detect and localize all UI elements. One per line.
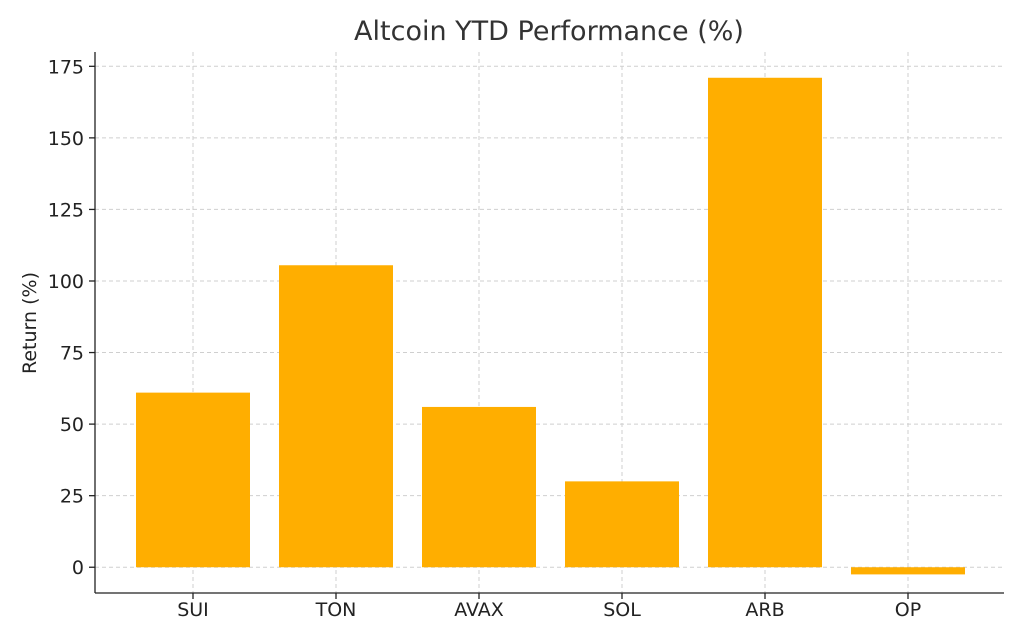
y-tick-label: 175 — [48, 56, 84, 78]
bar-arb — [708, 77, 822, 568]
tick-labels: 0 25 50 75 100 125 150 175 SUI TON AVAX SOL ARB OP — [48, 56, 921, 621]
bar-avax — [422, 406, 536, 568]
y-tick-label: 125 — [48, 199, 84, 221]
y-tick-label: 25 — [60, 486, 84, 508]
y-tick-label: 100 — [48, 271, 84, 293]
x-tick-label: AVAX — [454, 599, 504, 621]
bar-sol — [565, 481, 679, 568]
y-tick-label: 0 — [72, 557, 84, 579]
y-tick-label: 50 — [60, 414, 84, 436]
axes — [89, 52, 1004, 599]
bar-op — [851, 567, 965, 575]
x-tick-label: ARB — [745, 599, 784, 621]
y-tick-label: 75 — [60, 343, 84, 365]
x-tick-label: TON — [315, 599, 357, 621]
y-axis-label: Return (%) — [19, 272, 41, 374]
x-tick-label: SOL — [603, 599, 641, 621]
bar-sui — [136, 392, 250, 568]
x-tick-label: OP — [895, 599, 921, 621]
bars — [136, 77, 965, 575]
bar-ton — [279, 265, 393, 568]
y-tick-label: 150 — [48, 128, 84, 150]
chart-title: Altcoin YTD Performance (%) — [354, 16, 744, 47]
x-tick-label: SUI — [177, 599, 209, 621]
